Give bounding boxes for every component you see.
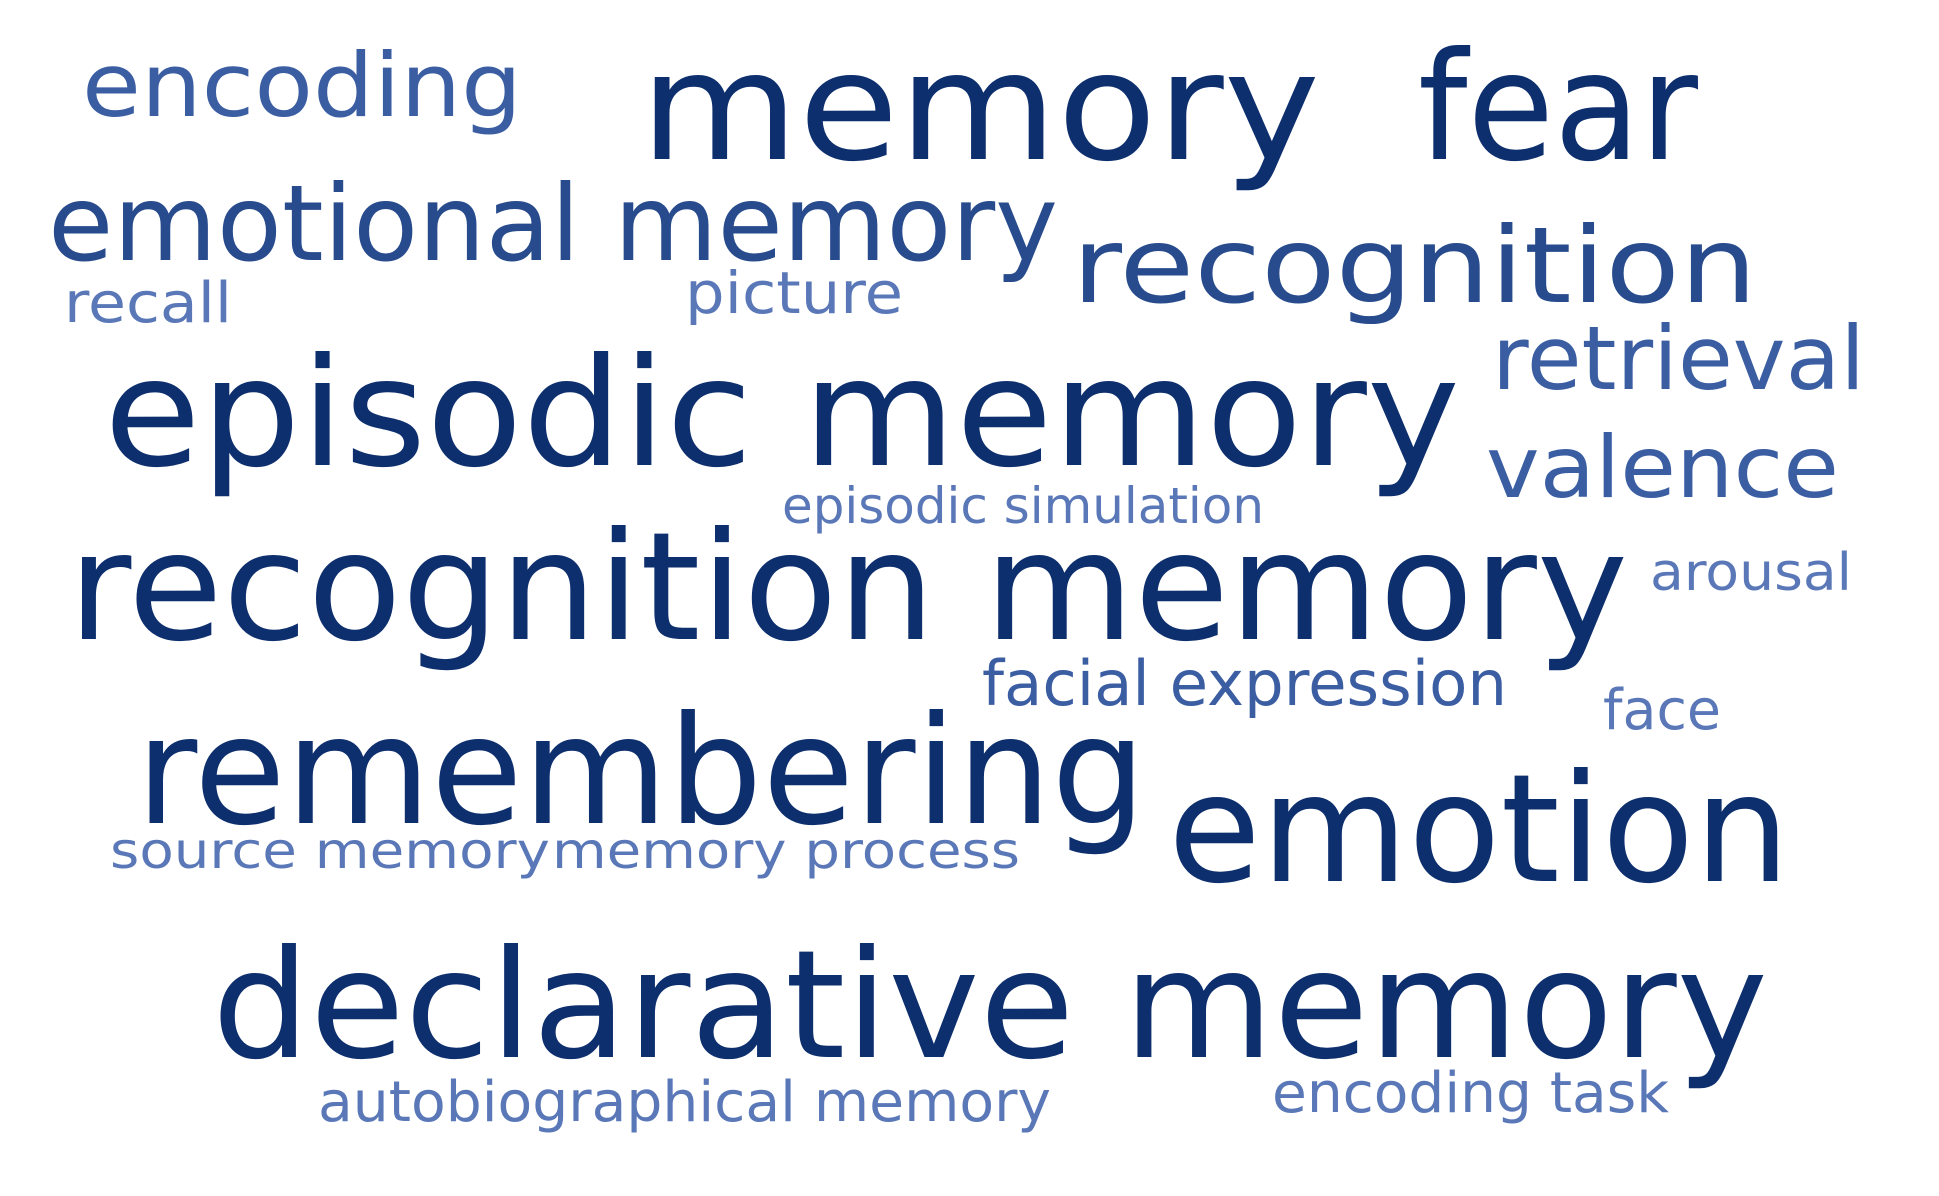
word-valence: valence (1486, 418, 1840, 519)
word-facial-expression: facial expression (982, 647, 1507, 721)
word-memory-process: memory process (552, 821, 1020, 880)
word-source-memory: source memory (110, 821, 550, 880)
word-picture: picture (685, 259, 903, 328)
word-emotional-memory: emotional memory (48, 163, 1059, 286)
word-recall: recall (64, 270, 233, 336)
word-recognition: recognition (1072, 205, 1758, 328)
word-episodic-memory: episodic memory (104, 326, 1460, 501)
word-face: face (1603, 677, 1722, 743)
word-memory: memory (640, 20, 1321, 195)
word-recognition-memory: recognition memory (68, 500, 1629, 675)
word-fear: fear (1418, 20, 1698, 195)
word-arousal: arousal (1650, 542, 1853, 603)
word-encoding: encoding (82, 34, 523, 138)
word-declarative-memory: declarative memory (212, 918, 1768, 1093)
word-autobiographical-memory: autobiographical memory (318, 1069, 1052, 1135)
word-episodic-simulation: episodic simulation (782, 476, 1264, 535)
word-emotion: emotion (1168, 742, 1791, 917)
word-encoding-task: encoding task (1272, 1060, 1669, 1126)
word-retrieval: retrieval (1492, 307, 1865, 411)
word-remembering: remembering (136, 684, 1147, 859)
